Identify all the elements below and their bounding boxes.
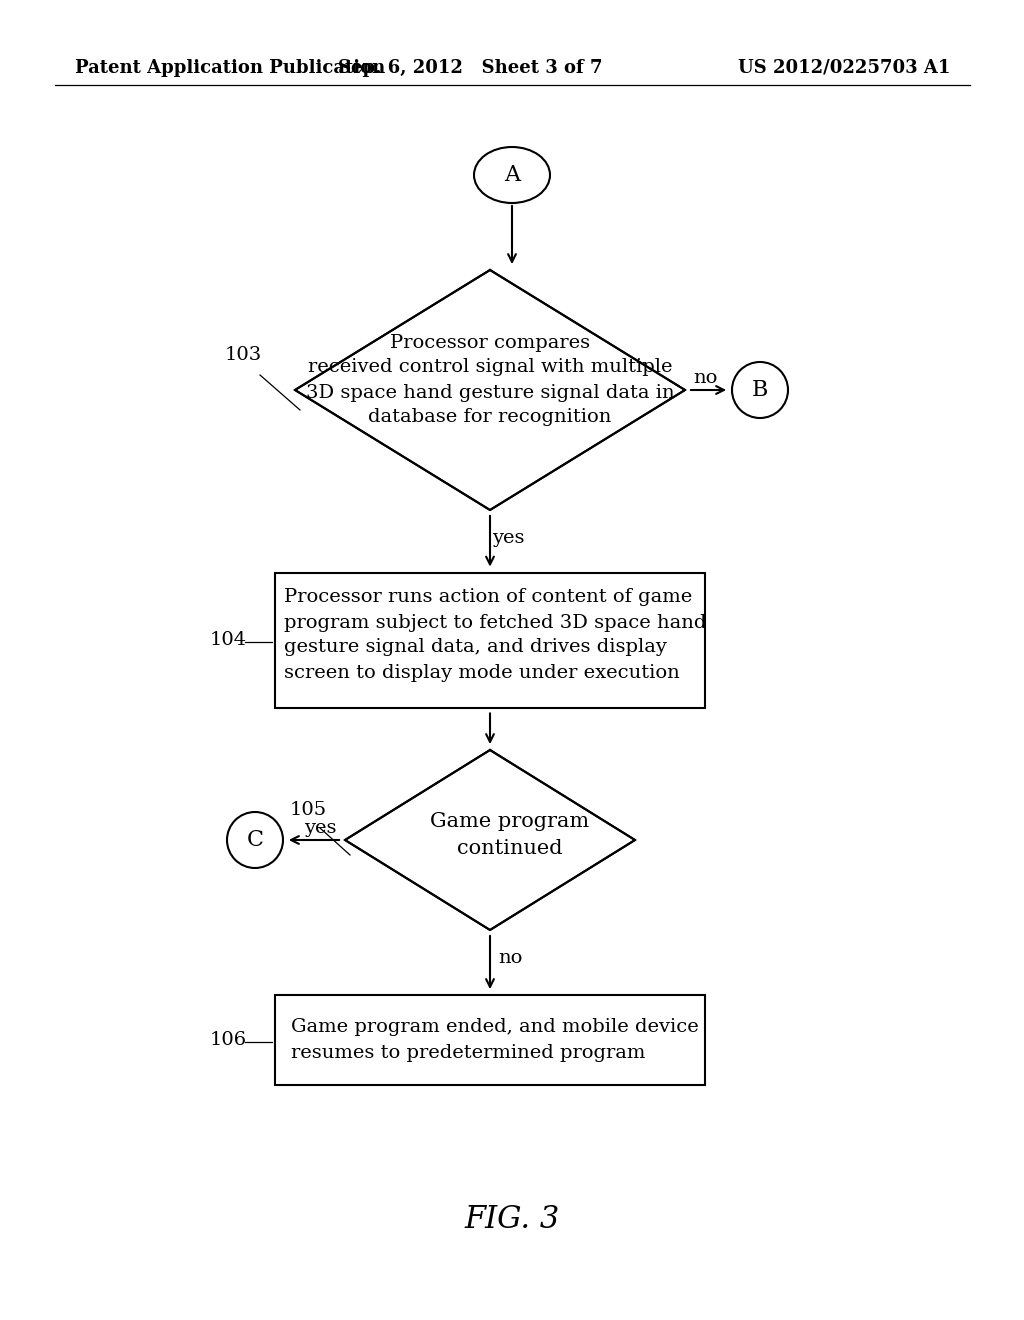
Text: yes: yes [492,529,524,546]
Text: 105: 105 [290,801,327,818]
Circle shape [227,812,283,869]
Text: FIG. 3: FIG. 3 [464,1204,560,1236]
Bar [275,995,705,1085]
Text: Processor runs action of content of game
program subject to fetched 3D space han: Processor runs action of content of game… [284,589,707,681]
Text: US 2012/0225703 A1: US 2012/0225703 A1 [737,59,950,77]
Text: Game program ended, and mobile device
resumes to predetermined program: Game program ended, and mobile device re… [291,1019,698,1061]
Text: C: C [247,829,263,851]
Text: no: no [498,949,522,968]
Text: 103: 103 [225,346,262,364]
Text: B: B [752,379,768,401]
Polygon shape [345,750,635,931]
Text: Processor compares
received control signal with multiple
3D space hand gesture s: Processor compares received control sign… [306,334,675,426]
Text: A: A [504,164,520,186]
Text: 104: 104 [210,631,247,649]
Text: yes: yes [304,818,337,837]
Text: Game program
continued: Game program continued [430,812,590,858]
Ellipse shape [474,147,550,203]
Bar [275,573,705,708]
Text: 106: 106 [210,1031,247,1049]
Text: no: no [693,370,718,387]
Circle shape [732,362,788,418]
Text: Patent Application Publication: Patent Application Publication [75,59,385,77]
Polygon shape [295,271,685,510]
Text: Sep. 6, 2012   Sheet 3 of 7: Sep. 6, 2012 Sheet 3 of 7 [338,59,602,77]
